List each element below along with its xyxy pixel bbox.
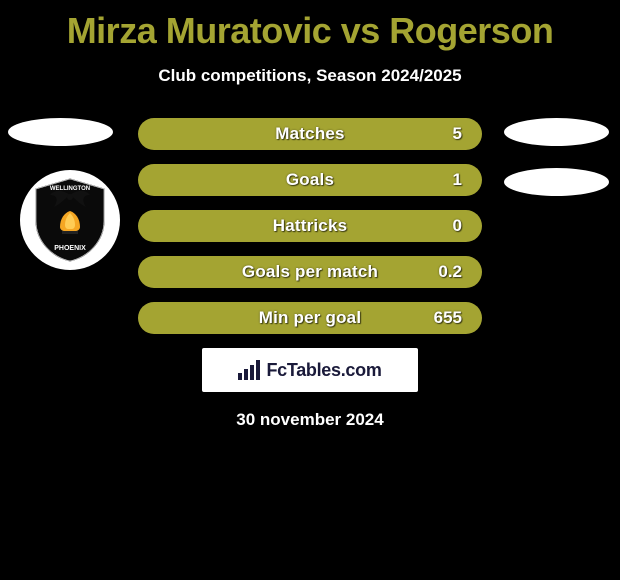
footer-logo[interactable]: FcTables.com: [202, 348, 418, 392]
page-title: Mirza Muratovic vs Rogerson: [0, 0, 620, 52]
footer-date: 30 november 2024: [0, 410, 620, 430]
subtitle: Club competitions, Season 2024/2025: [0, 66, 620, 86]
stat-value: 0: [453, 216, 462, 236]
stat-label: Matches: [158, 124, 462, 144]
stat-label: Goals: [158, 170, 462, 190]
stat-row-goals-per-match: Goals per match 0.2: [138, 256, 482, 288]
footer-logo-text: FcTables.com: [266, 360, 381, 381]
stat-value: 5: [453, 124, 462, 144]
stats-area: WELLINGTON PHOENIX Matches 5 Goals 1 Hat…: [0, 118, 620, 430]
placeholder-oval-left-1: [8, 118, 113, 146]
stat-rows: Matches 5 Goals 1 Hattricks 0 Goals per …: [138, 118, 482, 334]
club-badge: WELLINGTON PHOENIX: [20, 170, 120, 270]
stat-value: 0.2: [438, 262, 462, 282]
stat-row-goals: Goals 1: [138, 164, 482, 196]
bars-icon: [238, 360, 260, 380]
stat-row-matches: Matches 5: [138, 118, 482, 150]
placeholder-oval-right-1: [504, 118, 609, 146]
shield-icon: WELLINGTON PHOENIX: [32, 177, 108, 263]
club-badge-shield: WELLINGTON PHOENIX: [32, 177, 108, 263]
stat-value: 1: [453, 170, 462, 190]
stat-row-hattricks: Hattricks 0: [138, 210, 482, 242]
stat-value: 655: [434, 308, 462, 328]
svg-text:WELLINGTON: WELLINGTON: [50, 186, 90, 192]
stat-label: Min per goal: [158, 308, 462, 328]
stat-label: Hattricks: [158, 216, 462, 236]
placeholder-oval-right-2: [504, 168, 609, 196]
stat-row-min-per-goal: Min per goal 655: [138, 302, 482, 334]
stat-label: Goals per match: [158, 262, 462, 282]
svg-text:PHOENIX: PHOENIX: [54, 245, 86, 252]
